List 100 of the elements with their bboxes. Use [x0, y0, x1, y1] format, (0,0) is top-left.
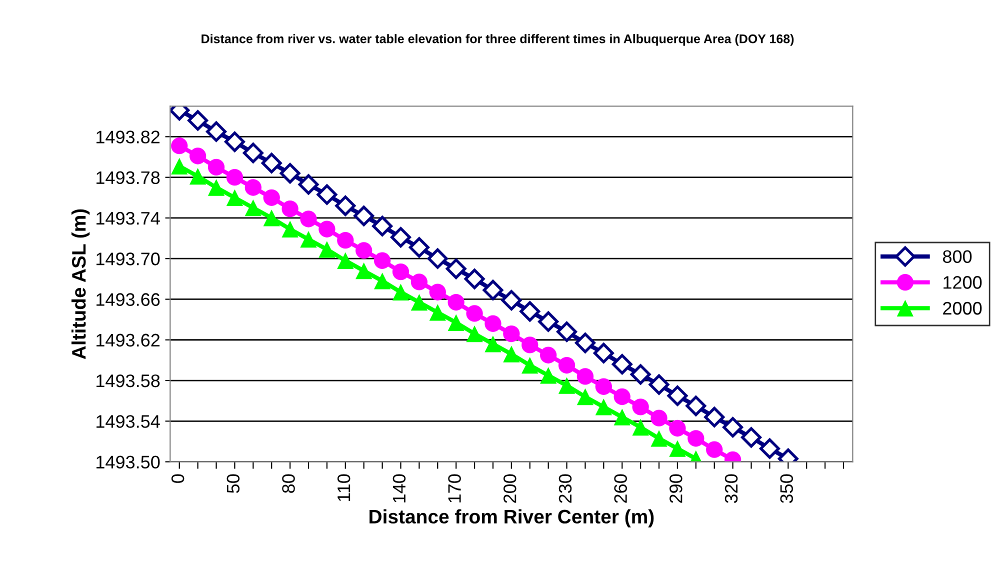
- point: [759, 438, 780, 459]
- point: [448, 294, 464, 311]
- point: [484, 336, 502, 352]
- point: [318, 220, 336, 238]
- point: [722, 417, 744, 438]
- point: [337, 252, 354, 269]
- y-tick-label: 1493.82: [96, 130, 160, 144]
- point: [669, 420, 686, 437]
- point: [429, 304, 446, 321]
- point: [392, 284, 410, 300]
- legend-label: 1200: [944, 276, 982, 289]
- point: [318, 241, 336, 258]
- point: [261, 152, 282, 174]
- x-axis-title: Distance from River Center (m): [370, 509, 654, 528]
- point: [484, 315, 502, 332]
- point: [614, 408, 630, 426]
- point: [503, 346, 520, 362]
- x-tick-label: 50: [226, 474, 240, 493]
- point: [520, 301, 540, 322]
- point: [558, 356, 576, 374]
- x-tick-label: 80: [282, 474, 295, 493]
- point: [390, 227, 411, 248]
- point: [374, 252, 391, 269]
- point: [208, 179, 225, 196]
- y-tick-label: 1493.58: [96, 374, 160, 388]
- point: [316, 184, 338, 205]
- point: [540, 367, 557, 384]
- point: [300, 210, 317, 228]
- point: [208, 158, 225, 176]
- point: [558, 377, 576, 394]
- point: [242, 142, 264, 164]
- point: [206, 121, 226, 142]
- x-tick-label: 320: [724, 474, 738, 504]
- point: [337, 232, 354, 249]
- point: [576, 388, 594, 406]
- x-tick-label: 0: [171, 474, 184, 483]
- point: [244, 199, 262, 216]
- point: [595, 378, 612, 395]
- point: [706, 441, 723, 458]
- point: [335, 196, 356, 216]
- point: [522, 356, 538, 374]
- point: [427, 248, 448, 269]
- point: [667, 386, 688, 406]
- point: [612, 354, 632, 374]
- x-tick-label: 140: [392, 474, 406, 502]
- legend-label: 2000: [943, 302, 982, 315]
- y-tick-label: 1493.50: [96, 456, 160, 469]
- point: [282, 200, 298, 218]
- point: [466, 325, 483, 342]
- y-tick-label: 1493.78: [96, 171, 160, 184]
- chart-title: Distance from river vs. water table elevation for three different times in Albuquerque Area (DOY 168): [202, 34, 794, 46]
- point: [686, 396, 706, 416]
- point: [300, 230, 317, 248]
- x-tick-label: 290: [670, 474, 682, 503]
- x-tick-label: 230: [558, 474, 572, 503]
- point: [574, 332, 596, 354]
- point: [354, 206, 374, 226]
- point: [482, 280, 504, 300]
- point: [446, 258, 466, 279]
- point: [503, 325, 520, 342]
- point: [741, 427, 762, 448]
- x-tick-label: 170: [448, 474, 461, 502]
- point: [593, 342, 614, 364]
- point: [632, 398, 649, 416]
- point: [501, 290, 522, 310]
- point: [171, 138, 188, 154]
- x-tick-label: 110: [337, 474, 350, 502]
- point: [263, 189, 280, 206]
- point: [632, 418, 649, 436]
- point: [282, 220, 298, 238]
- point: [669, 440, 686, 457]
- y-tick-label: 1493.54: [96, 415, 160, 428]
- x-tick-label: 200: [503, 474, 516, 503]
- y-tick-label: 1493.62: [96, 334, 160, 347]
- point: [374, 272, 391, 290]
- point: [280, 163, 300, 184]
- point: [648, 374, 670, 395]
- point: [392, 263, 410, 280]
- point: [408, 237, 430, 258]
- point: [224, 132, 245, 152]
- legend-label: 800: [942, 250, 972, 263]
- point: [538, 311, 559, 332]
- point: [522, 336, 538, 354]
- y-tick-label: 1493.66: [96, 293, 160, 306]
- x-tick-label: 350: [780, 474, 793, 504]
- point: [410, 274, 428, 290]
- point: [464, 268, 485, 290]
- point: [704, 406, 725, 428]
- y-tick-label: 1493.74: [96, 212, 160, 225]
- point: [189, 148, 206, 164]
- point: [576, 368, 594, 385]
- point: [263, 210, 280, 226]
- point: [540, 346, 557, 364]
- point: [650, 410, 668, 426]
- point: [650, 430, 668, 447]
- point: [189, 168, 206, 185]
- point: [466, 305, 483, 322]
- point: [595, 398, 612, 416]
- point: [372, 216, 393, 236]
- point: [688, 430, 704, 447]
